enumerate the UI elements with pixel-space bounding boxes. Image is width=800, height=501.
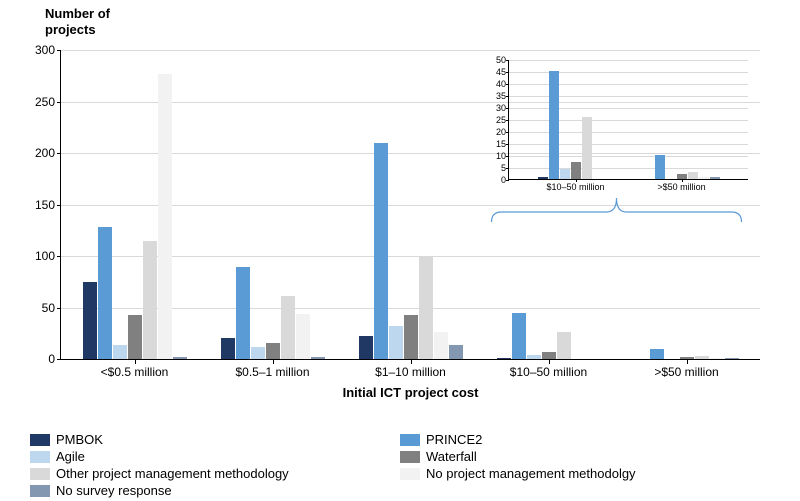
brace-connector <box>0 0 800 501</box>
legend-item-pmbok: PMBOK <box>30 432 400 447</box>
legend-label: PMBOK <box>56 432 103 447</box>
legend-label: Agile <box>56 449 85 464</box>
legend-item-prince2: PRINCE2 <box>400 432 482 447</box>
legend-label: No project management methodolgy <box>426 466 636 481</box>
chart-container: Number of projects Initial ICT project c… <box>0 0 800 501</box>
legend-item-none: No project management methodolgy <box>400 466 636 481</box>
legend-swatch <box>400 451 420 463</box>
legend-swatch <box>400 434 420 446</box>
legend-swatch <box>400 468 420 480</box>
legend-swatch <box>30 485 50 497</box>
legend-label: PRINCE2 <box>426 432 482 447</box>
legend-swatch <box>30 434 50 446</box>
legend-swatch <box>30 451 50 463</box>
legend-item-other: Other project management methodology <box>30 466 400 481</box>
legend-label: Other project management methodology <box>56 466 289 481</box>
legend-swatch <box>30 468 50 480</box>
legend-item-waterfall: Waterfall <box>400 449 477 464</box>
legend: PMBOK PRINCE2 Agile Waterfall Other project … <box>30 432 770 500</box>
legend-item-agile: Agile <box>30 449 400 464</box>
legend-label: No survey response <box>56 483 172 498</box>
legend-label: Waterfall <box>426 449 477 464</box>
legend-item-noresp: No survey response <box>30 483 400 498</box>
